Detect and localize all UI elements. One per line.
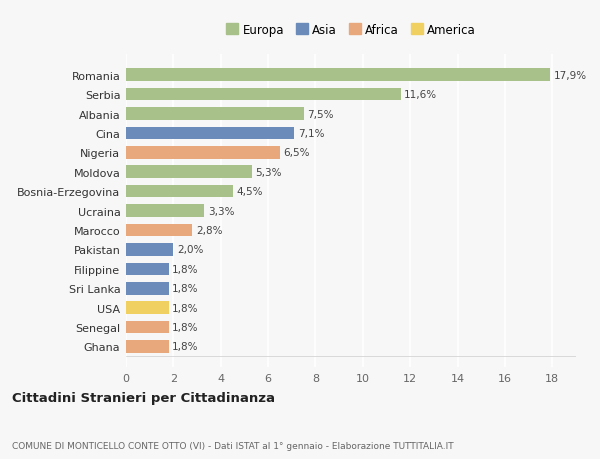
Text: 7,1%: 7,1% [298, 129, 324, 139]
Text: 1,8%: 1,8% [172, 342, 199, 352]
Bar [126, 89, 401, 101]
Text: 1,8%: 1,8% [172, 303, 199, 313]
Text: 11,6%: 11,6% [404, 90, 437, 100]
Bar [126, 282, 169, 295]
Text: 17,9%: 17,9% [553, 71, 587, 80]
Text: 7,5%: 7,5% [307, 109, 334, 119]
Bar [126, 224, 193, 237]
Bar [126, 69, 550, 82]
Bar [126, 341, 169, 353]
Bar [126, 108, 304, 121]
Bar [126, 244, 173, 256]
Text: 1,8%: 1,8% [172, 264, 199, 274]
Bar [126, 127, 294, 140]
Text: 1,8%: 1,8% [172, 322, 199, 332]
Text: 4,5%: 4,5% [236, 187, 263, 197]
Bar [126, 185, 233, 198]
Text: COMUNE DI MONTICELLO CONTE OTTO (VI) - Dati ISTAT al 1° gennaio - Elaborazione T: COMUNE DI MONTICELLO CONTE OTTO (VI) - D… [12, 441, 454, 450]
Bar [126, 321, 169, 334]
Text: Cittadini Stranieri per Cittadinanza: Cittadini Stranieri per Cittadinanza [12, 391, 275, 404]
Legend: Europa, Asia, Africa, America: Europa, Asia, Africa, America [226, 23, 476, 36]
Text: 2,8%: 2,8% [196, 225, 223, 235]
Text: 5,3%: 5,3% [255, 168, 281, 177]
Bar [126, 166, 251, 179]
Text: 3,3%: 3,3% [208, 206, 234, 216]
Bar [126, 302, 169, 314]
Bar [126, 147, 280, 159]
Text: 1,8%: 1,8% [172, 284, 199, 294]
Text: 6,5%: 6,5% [284, 148, 310, 158]
Text: 2,0%: 2,0% [177, 245, 203, 255]
Bar [126, 205, 204, 218]
Bar [126, 263, 169, 275]
